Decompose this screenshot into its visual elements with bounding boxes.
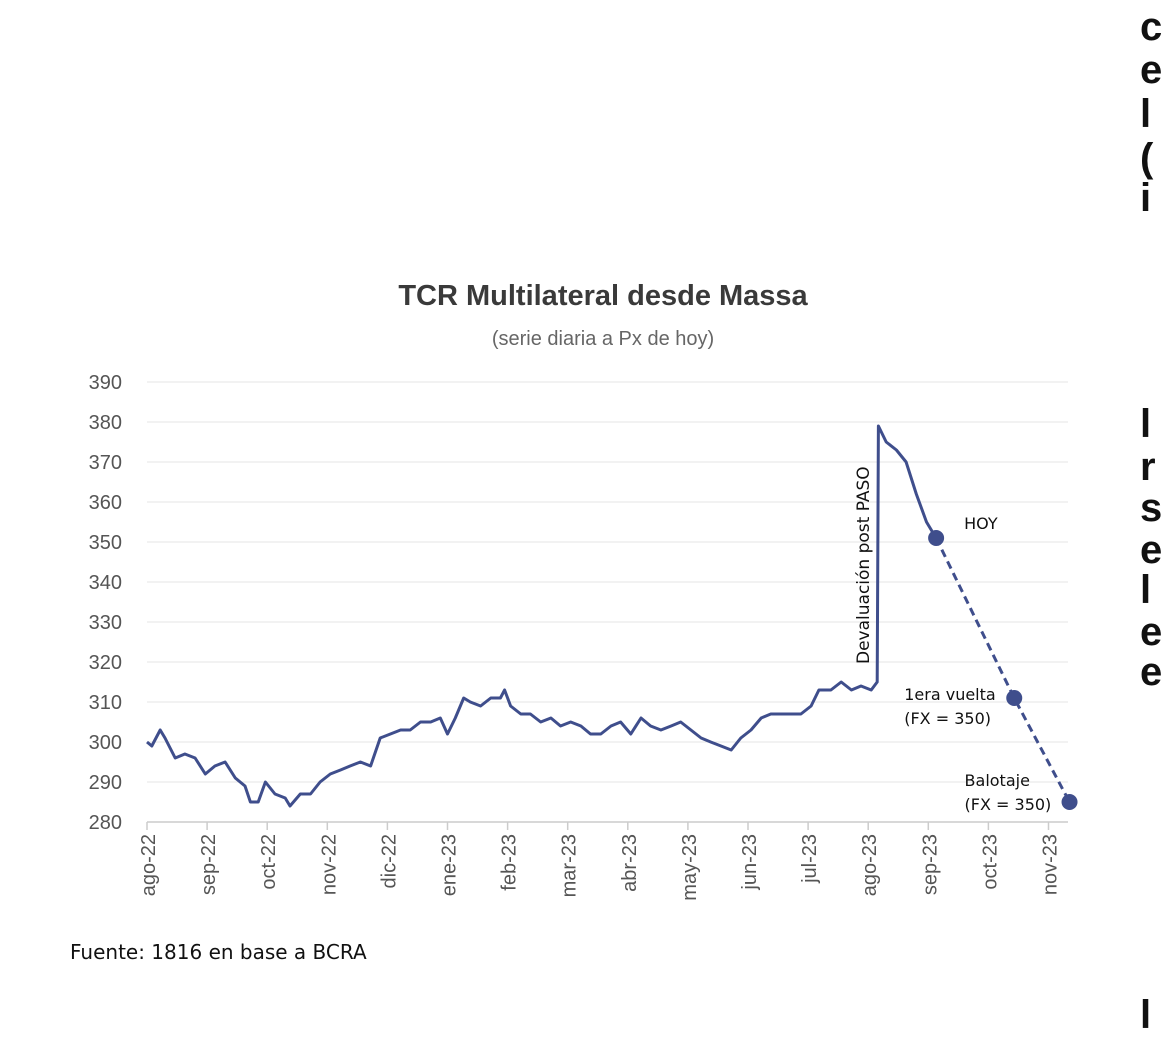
x-tick-label: nov-23 xyxy=(1040,834,1062,895)
adjacent-text-fragment: e xyxy=(1140,610,1163,654)
adjacent-text-fragment: e xyxy=(1140,650,1163,694)
source-note: Fuente: 1816 en base a BCRA xyxy=(70,940,367,964)
y-tick-label: 380 xyxy=(89,412,122,434)
x-tick-label: jul-23 xyxy=(799,834,821,884)
adjacent-text-fragment: l xyxy=(1140,402,1152,446)
x-tick-label: mar-23 xyxy=(559,834,581,897)
y-tick-label: 310 xyxy=(89,692,122,714)
marker-label: Balotaje xyxy=(965,771,1030,790)
x-tick-label: nov-22 xyxy=(318,834,340,895)
marker-label: HOY xyxy=(964,514,998,533)
y-tick-label: 350 xyxy=(89,532,122,554)
x-tick-label: sep-23 xyxy=(919,834,941,895)
projection-line xyxy=(934,537,1071,803)
adjacent-text-fragment: l xyxy=(1140,92,1152,136)
adjacent-text-fragment: c xyxy=(1140,5,1163,49)
x-tick-label: sep-22 xyxy=(198,834,220,895)
y-tick-label: 330 xyxy=(89,612,122,634)
marker-point xyxy=(928,530,945,546)
y-tick-label: 390 xyxy=(89,372,122,394)
marker-point xyxy=(1061,794,1078,810)
chart-subtitle: (serie diaria a Px de hoy) xyxy=(492,328,714,350)
y-tick-label: 320 xyxy=(89,652,122,674)
adjacent-text-fragment: ( xyxy=(1140,136,1154,180)
adjacent-text-fragment: r xyxy=(1140,445,1156,489)
adjacent-text-fragment: l xyxy=(1140,568,1152,612)
y-tick-label: 290 xyxy=(89,772,122,794)
x-tick-label: ago-23 xyxy=(859,834,881,896)
y-tick-label: 360 xyxy=(89,492,122,514)
x-tick-label: ene-23 xyxy=(439,834,461,896)
x-tick-label: abr-23 xyxy=(619,834,641,892)
x-tick-label: oct-23 xyxy=(979,834,1001,890)
adjacent-text-fragment: i xyxy=(1140,176,1152,220)
y-tick-label: 340 xyxy=(89,572,122,594)
adjacent-text-fragment: l xyxy=(1140,993,1152,1037)
x-tick-label: ago-22 xyxy=(138,834,160,896)
x-tick-label: may-23 xyxy=(679,834,701,901)
y-tick-label: 280 xyxy=(89,812,122,834)
adjacent-text-fragment: s xyxy=(1140,486,1163,530)
x-tick-label: feb-23 xyxy=(499,834,521,891)
chart-title: TCR Multilateral desde Massa xyxy=(398,280,808,312)
annotation-label: Devaluación post PASO xyxy=(854,466,874,664)
marker-sublabel: (FX = 350) xyxy=(965,795,1052,814)
y-tick-label: 370 xyxy=(89,452,122,474)
y-tick-label: 300 xyxy=(89,732,122,754)
marker-point xyxy=(1006,690,1023,706)
marker-label: 1era vuelta xyxy=(904,685,995,704)
x-tick-label: dic-22 xyxy=(378,834,400,888)
tcr-series-line xyxy=(146,424,938,808)
x-tick-label: jun-23 xyxy=(739,834,761,891)
marker-sublabel: (FX = 350) xyxy=(904,709,991,728)
adjacent-text-fragment: e xyxy=(1140,528,1163,572)
adjacent-text-fragment: e xyxy=(1140,48,1163,92)
x-tick-label: oct-22 xyxy=(258,834,280,890)
